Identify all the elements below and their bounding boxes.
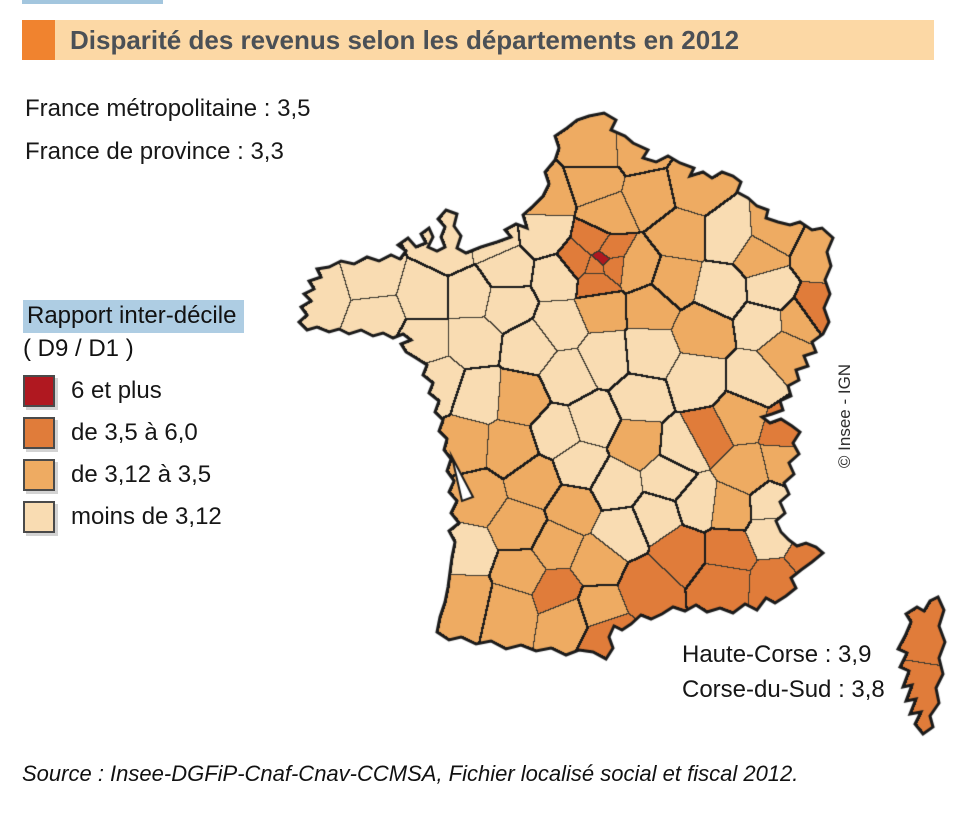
legend-item-label: moins de 3,12: [71, 503, 222, 530]
legend-swatch-6-et-plus: [23, 375, 55, 407]
corsica-note-corse-du-sud: Corse-du-Sud : 3,8: [682, 676, 885, 703]
title-bullet-square: [22, 20, 55, 60]
source-note: Source : Insee-DGFiP-Cnaf-Cnav-CCMSA, Fi…: [22, 761, 799, 786]
legend-swatch-3-12-a-3-5: [23, 459, 55, 491]
corsica-note-haute-corse: Haute-Corse : 3,9: [682, 641, 872, 668]
legend-item: de 3,5 à 6,0: [23, 416, 198, 450]
legend-item-label: de 3,12 à 3,5: [71, 461, 212, 488]
legend-title: Rapport inter-décile: [23, 300, 245, 333]
page-title: Disparité des revenus selon les départem…: [70, 24, 740, 55]
legend-item: de 3,12 à 3,5: [23, 458, 211, 492]
france-choropleth-map: [0, 0, 958, 760]
legend-item-label: de 3,5 à 6,0: [71, 419, 198, 446]
legend-swatch-3-5-a-6-0: [23, 417, 55, 449]
title-banner: Disparité des revenus selon les départem…: [22, 20, 934, 60]
legend-swatch-moins-de-3-12: [23, 501, 55, 533]
stat-france-province: France de province : 3,3: [25, 138, 284, 165]
stat-france-metropolitaine: France métropolitaine : 3,5: [25, 95, 311, 122]
title-banner-background: Disparité des revenus selon les départem…: [55, 20, 934, 60]
legend-subtitle: ( D9 / D1 ): [23, 335, 134, 362]
map-credit: © Insee - IGN: [835, 363, 854, 469]
legend-item-label: 6 et plus: [71, 377, 162, 404]
legend-item: moins de 3,12: [23, 500, 222, 534]
legend-item: 6 et plus: [23, 374, 162, 408]
